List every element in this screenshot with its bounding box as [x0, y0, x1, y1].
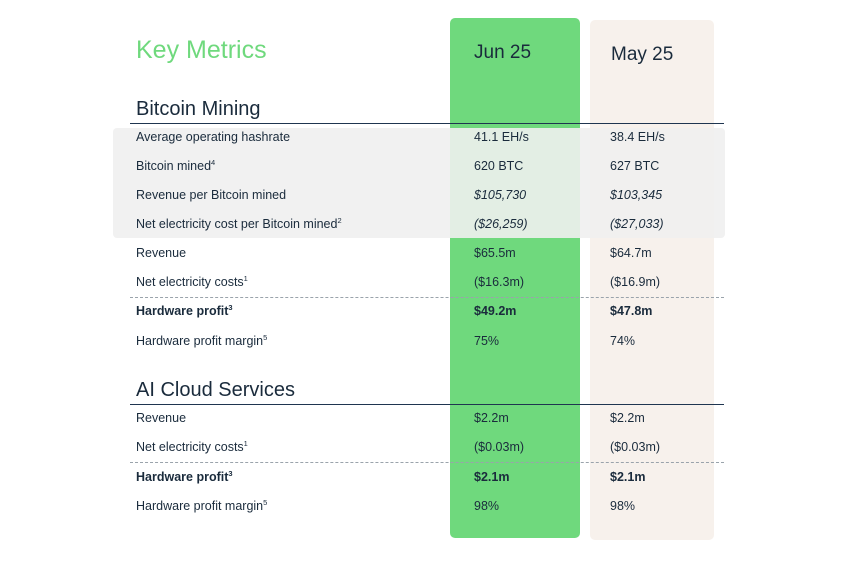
subtotal-divider: [130, 462, 724, 463]
jun-value: $105,730: [474, 188, 527, 202]
page-title: Key Metrics: [136, 36, 267, 64]
jun-value: $65.5m: [474, 246, 516, 260]
row-label: Revenue per Bitcoin mined: [136, 188, 287, 202]
row-label: Hardware profit margin5: [136, 497, 268, 513]
footnote-marker: 1: [243, 438, 248, 448]
row-label: Bitcoin mined4: [136, 157, 216, 173]
row-label: Revenue: [136, 411, 187, 425]
footnote-marker: 5: [263, 497, 268, 507]
may-value: ($16.9m): [610, 275, 661, 289]
footnote-marker: 2: [337, 215, 342, 225]
jun-value: 98%: [474, 499, 500, 513]
row-label: Net electricity cost per Bitcoin mined2: [136, 215, 342, 231]
may-value: $47.8m: [610, 304, 653, 318]
row-label: Revenue: [136, 246, 187, 260]
subtotal-divider: [130, 297, 724, 298]
may-value: $2.2m: [610, 411, 645, 425]
jun-value: ($26,259): [474, 217, 528, 231]
kpi-shaded-block: [113, 128, 725, 238]
section-divider: [130, 123, 724, 124]
row-label: Hardware profit margin5: [136, 332, 268, 348]
footnote-marker: 4: [211, 157, 216, 167]
column-header-may: May 25: [611, 44, 674, 65]
footnote-marker: 3: [228, 302, 233, 312]
row-label: Net electricity costs1: [136, 438, 248, 454]
row-label: Net electricity costs1: [136, 273, 248, 289]
may-value: 38.4 EH/s: [610, 130, 665, 144]
jun-value: 75%: [474, 334, 500, 348]
jun-value: ($0.03m): [474, 440, 525, 454]
jun-column-highlight: [450, 18, 580, 538]
section-divider: [130, 404, 724, 405]
may-value: ($0.03m): [610, 440, 661, 454]
row-label: Hardware profit3: [136, 302, 233, 318]
footnote-marker: 5: [263, 332, 268, 342]
may-value: ($27,033): [610, 217, 664, 231]
row-label: Hardware profit3: [136, 468, 233, 484]
column-header-jun: Jun 25: [474, 42, 532, 63]
jun-value: $2.1m: [474, 470, 510, 484]
footnote-marker: 1: [243, 273, 248, 283]
section-heading-bitcoin-mining: Bitcoin Mining: [136, 98, 261, 120]
may-column-highlight: [590, 20, 714, 540]
may-value: 627 BTC: [610, 159, 660, 173]
may-value: $2.1m: [610, 470, 646, 484]
jun-value: 620 BTC: [474, 159, 524, 173]
footnote-marker: 3: [228, 468, 233, 478]
jun-value: ($16.3m): [474, 275, 525, 289]
jun-value: 41.1 EH/s: [474, 130, 529, 144]
jun-value: $49.2m: [474, 304, 517, 318]
may-value: 98%: [610, 499, 636, 513]
jun-value: $2.2m: [474, 411, 509, 425]
may-value: $103,345: [610, 188, 663, 202]
row-label: Average operating hashrate: [136, 130, 291, 144]
may-value: $64.7m: [610, 246, 652, 260]
may-value: 74%: [610, 334, 636, 348]
section-heading-ai-cloud: AI Cloud Services: [136, 379, 295, 401]
